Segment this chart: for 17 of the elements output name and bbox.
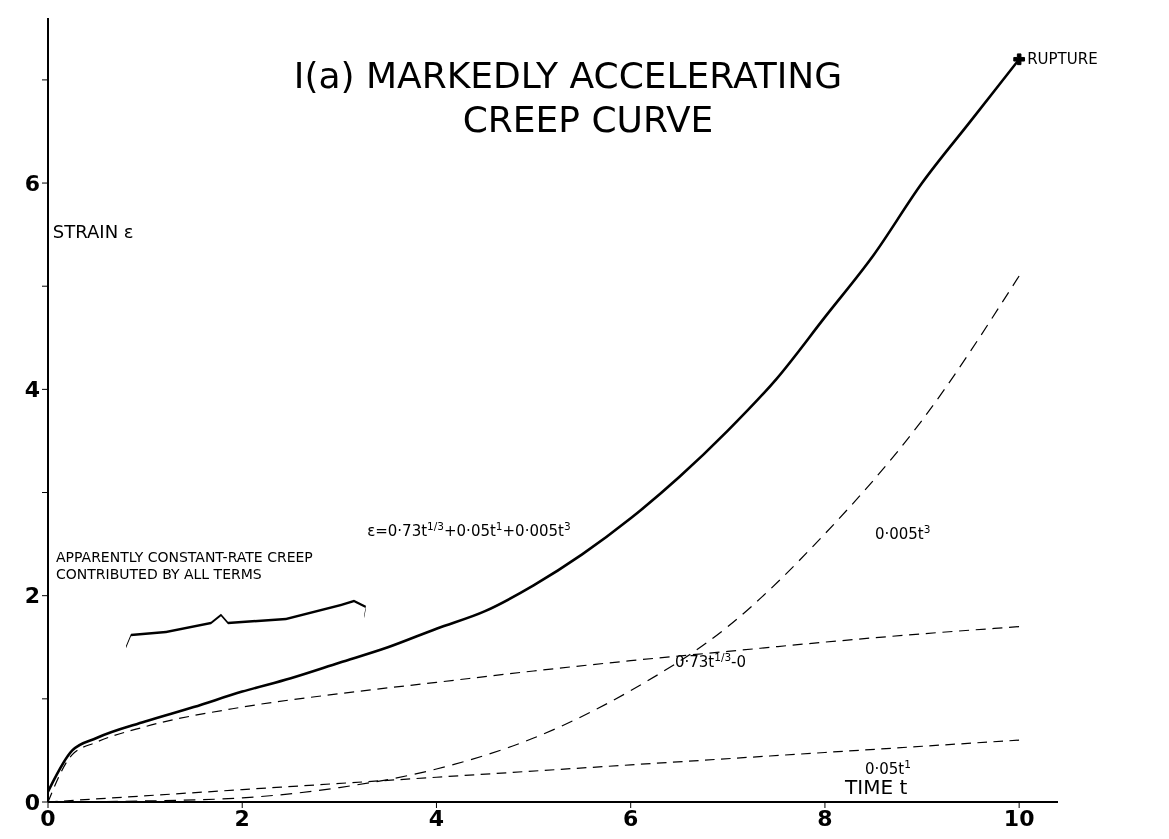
annotation: APPARENTLY CONSTANT-RATE CREEP CONTRIBUTED BY ALL TERMS (56, 549, 313, 582)
y-tick-label: 4 (24, 377, 40, 403)
x-tick-label: 6 (623, 805, 639, 831)
y-tick-label: 6 (24, 170, 40, 196)
y-tick-label: 0 (24, 789, 40, 815)
x-tick-label: 4 (428, 805, 445, 831)
text: I(a) MARKEDLY ACCELERATING CREEP CURVE (293, 55, 843, 140)
series-label: 0·73t$^{1/3}$-0 (674, 651, 747, 672)
x-tick-label: 10 (1003, 805, 1035, 831)
y-tick-label: 2 (24, 583, 40, 609)
x-tick-label: 0 (40, 805, 56, 831)
x-tick-label: 2 (234, 805, 250, 831)
x-tick-label: 8 (817, 805, 833, 831)
y-axis-title: STRAIN ε (52, 220, 134, 242)
series-label: ε=0·73t$^{1/3}$+0·05t$^{1}$+0·005t$^{3}$ (367, 520, 571, 541)
annotation: RUPTURE (1027, 50, 1098, 69)
series-label: 0·005t$^{3}$ (874, 522, 931, 543)
